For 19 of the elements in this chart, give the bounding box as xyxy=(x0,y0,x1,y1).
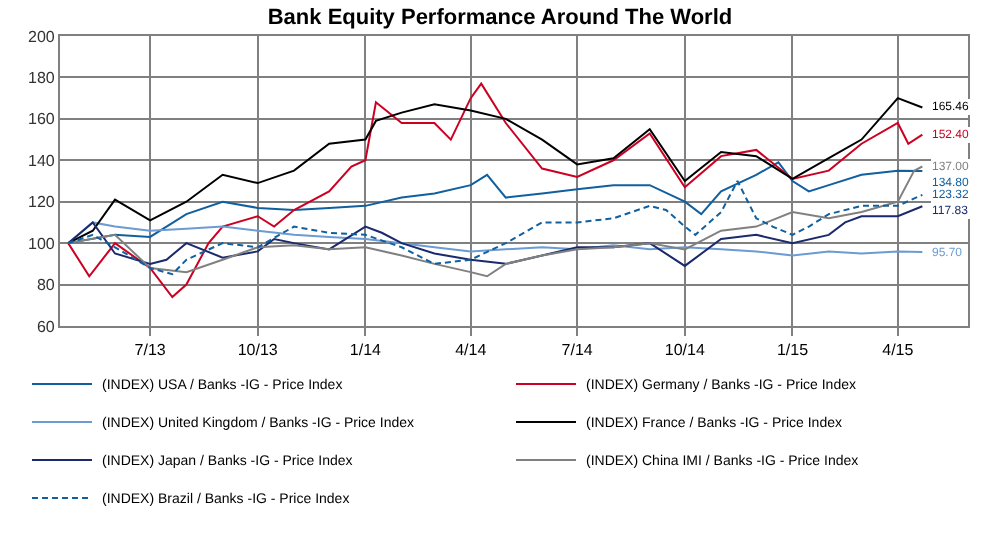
y-tick-label: 60 xyxy=(36,317,56,336)
y-tick-label: 180 xyxy=(28,69,56,88)
y-tick-label: 160 xyxy=(28,110,56,129)
y-tick-label: 80 xyxy=(36,276,56,295)
x-tick-label: 7/13 xyxy=(134,341,167,360)
chart-title: Bank Equity Performance Around The World xyxy=(267,5,733,30)
x-tick-label: 7/14 xyxy=(561,341,594,360)
y-tick-label: 120 xyxy=(28,193,56,212)
y-tick-label: 100 xyxy=(28,234,56,253)
x-tick-label: 10/14 xyxy=(664,341,706,360)
line-series xyxy=(67,205,924,267)
x-tick-label: 10/13 xyxy=(237,341,279,360)
x-tick-label: 1/15 xyxy=(776,341,810,360)
line-series xyxy=(67,82,924,298)
x-tick-label: 4/14 xyxy=(455,341,488,360)
x-tick-label: 1/14 xyxy=(349,341,383,360)
x-tick-label: 4/15 xyxy=(882,341,915,360)
y-tick-label: 140 xyxy=(28,151,56,170)
y-tick-label: 200 xyxy=(28,27,56,46)
